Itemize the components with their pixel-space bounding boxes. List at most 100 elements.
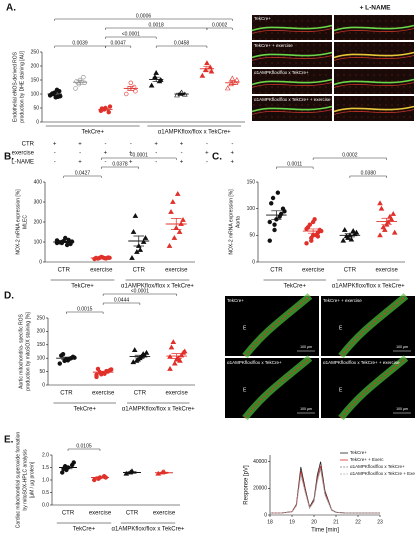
error-bar	[127, 86, 135, 91]
error-bar	[171, 218, 182, 230]
data-point	[57, 361, 62, 366]
y-tick-label: 50	[33, 105, 39, 111]
data-point	[131, 84, 137, 90]
y-tick-label: 50	[249, 233, 255, 239]
y-tick-label: 1.0	[42, 477, 49, 483]
condition-sign: +	[154, 142, 158, 148]
group-label: α1AMPKflox/flox x TekCre+	[158, 130, 231, 136]
error-bar	[152, 76, 160, 83]
x-tick-label: 23	[377, 519, 383, 525]
error-bar	[127, 471, 137, 474]
x-tick-label: 19	[289, 519, 295, 525]
panel-letter: C.	[212, 152, 222, 163]
data-point	[181, 348, 188, 354]
condition-sign: +	[78, 142, 82, 148]
y-tick-label: 150	[31, 77, 40, 83]
data-point	[106, 109, 111, 115]
y-axis-label: Response [pV]	[244, 465, 250, 505]
data-line	[270, 461, 380, 514]
image-header: + L-NAME	[360, 5, 392, 12]
data-point	[275, 190, 281, 195]
y-axis-label: Cardiac mitochondrial superoxide formati…	[15, 432, 21, 529]
image-label: TekCre+ + exercise	[323, 298, 362, 303]
y-axis-label: NOX-2 mRNA expression [%]	[228, 189, 234, 255]
p-value: 0.0378	[112, 161, 128, 167]
p-value: 0.0039	[72, 40, 88, 46]
data-point	[380, 224, 387, 230]
y-tick-label: 0	[36, 119, 39, 125]
error-bar	[228, 80, 236, 85]
p-value: 0.0105	[76, 443, 92, 449]
vessel-wall	[244, 357, 311, 419]
error-bar	[178, 92, 186, 96]
x-tick-label: 22	[355, 519, 361, 525]
x-tick-label: exercise	[165, 391, 188, 397]
p-value: 0.0018	[149, 22, 165, 28]
data-line	[270, 469, 380, 514]
data-point	[132, 212, 139, 218]
data-point	[340, 237, 347, 243]
group-label: α1AMPKflox/flox x TekCre+	[332, 284, 405, 290]
condition-sign: +	[231, 160, 235, 166]
data-point	[304, 226, 309, 232]
data-point	[148, 82, 155, 88]
data-point	[388, 216, 395, 222]
group-label: TekCre+	[71, 284, 94, 290]
data-point	[269, 201, 274, 206]
condition-sign: +	[78, 160, 82, 166]
data-point	[142, 234, 149, 240]
x-tick-label: 21	[333, 519, 339, 525]
vessel-wall	[333, 51, 415, 59]
scale-label: 100 µm	[396, 407, 408, 411]
significance-bracket	[102, 293, 177, 296]
y-tick-label: 250	[37, 315, 46, 321]
condition-sign: -	[54, 151, 56, 157]
vessel-wall	[251, 28, 333, 34]
x-tick-label: exercise	[375, 268, 398, 274]
data-point	[131, 347, 138, 353]
group-label: TekCre+	[73, 527, 96, 533]
condition-sign: -	[231, 142, 233, 148]
data-point	[381, 226, 388, 232]
condition-sign: -	[104, 160, 106, 166]
y-tick-label: 2.0	[42, 452, 49, 458]
p-value: <0.0001	[122, 31, 140, 37]
data-point	[270, 195, 276, 201]
data-point	[310, 219, 316, 225]
data-point	[307, 222, 313, 227]
error-bar	[97, 370, 109, 374]
significance-bracket	[105, 36, 157, 39]
y-axis-label: production by mitoSOX staining [%]	[25, 312, 31, 391]
y-tick-label: 0	[264, 512, 267, 518]
error-bar	[133, 235, 144, 247]
p-value: <0.0001	[130, 152, 148, 158]
vessel-wall	[333, 105, 415, 113]
data-point	[272, 222, 277, 227]
data-point	[267, 238, 272, 243]
data-point	[176, 228, 183, 234]
image-label: TekCre+	[227, 298, 244, 303]
vessel-wall	[251, 51, 333, 59]
significance-bracket	[54, 18, 233, 21]
y-tick-label: 100	[37, 356, 46, 362]
vessel-wall	[333, 24, 415, 32]
data-point	[124, 91, 129, 97]
x-tick-label: CTR	[62, 511, 75, 517]
significance-bracket	[67, 448, 101, 451]
data-point	[377, 232, 383, 238]
data-point	[350, 228, 357, 233]
error-bar	[307, 228, 319, 234]
condition-sign: +	[129, 151, 133, 157]
data-point	[123, 470, 130, 476]
y-tick-label: 200	[37, 329, 46, 335]
legend-label: TekCre+ + Exerc	[350, 457, 384, 462]
p-value: 0.0444	[114, 297, 130, 303]
data-point	[204, 60, 210, 66]
y-tick-label: 0	[39, 259, 42, 265]
condition-label: L-NAME	[11, 160, 34, 166]
image-label: α1AMPKflox/flox x TekCre+ + exercise	[323, 360, 400, 365]
vessel-wall	[251, 55, 333, 61]
error-bar	[203, 66, 211, 72]
y-tick-label: 400	[34, 179, 43, 185]
